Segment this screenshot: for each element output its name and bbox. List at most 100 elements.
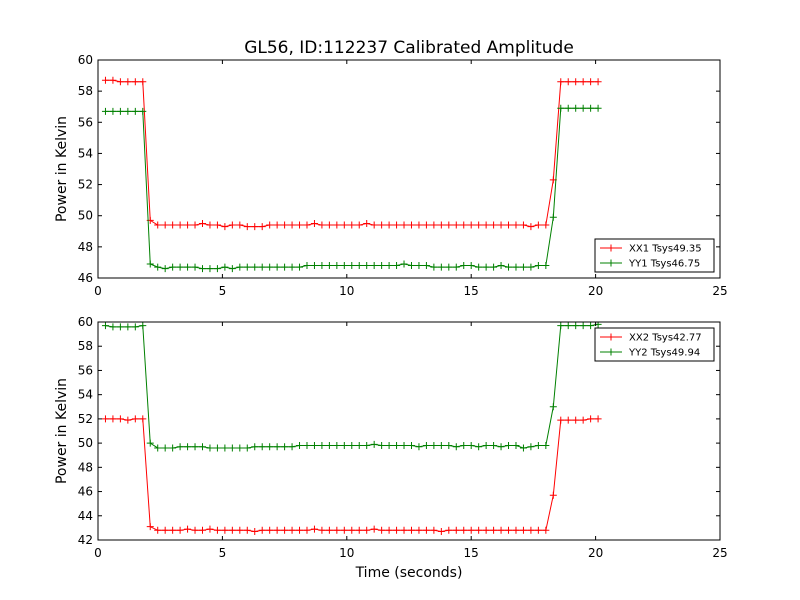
data-point-marker <box>303 221 311 229</box>
data-point-marker <box>534 262 542 270</box>
data-point-marker <box>251 443 259 451</box>
data-point-marker <box>445 221 453 229</box>
data-point-marker <box>519 444 527 452</box>
data-point-marker <box>572 416 580 424</box>
data-point-marker <box>422 262 430 270</box>
data-point-marker <box>355 262 363 270</box>
data-point-marker <box>154 444 162 452</box>
data-point-marker <box>564 322 572 330</box>
data-point-marker <box>415 443 423 451</box>
x-tick-label: 20 <box>588 284 603 298</box>
data-point-marker <box>131 415 139 423</box>
data-point-marker <box>579 416 587 424</box>
data-point-marker <box>445 526 453 534</box>
series-group <box>101 76 602 273</box>
data-point-marker <box>116 78 124 86</box>
data-point-marker <box>393 221 401 229</box>
data-point-marker <box>557 104 565 112</box>
data-point-marker <box>549 213 557 221</box>
data-point-marker <box>519 526 527 534</box>
data-point-marker <box>355 221 363 229</box>
data-point-marker <box>333 526 341 534</box>
data-point-marker <box>198 526 206 534</box>
legend-label: YY2 Tsys49.94 <box>628 348 700 359</box>
data-point-marker <box>281 221 289 229</box>
data-point-marker <box>154 263 162 271</box>
data-point-marker <box>505 526 513 534</box>
data-point-marker <box>467 526 475 534</box>
data-point-marker <box>340 526 348 534</box>
data-point-marker <box>505 442 513 450</box>
data-point-marker <box>228 444 236 452</box>
data-point-marker <box>236 526 244 534</box>
data-point-marker <box>378 262 386 270</box>
data-point-marker <box>534 442 542 450</box>
data-point-marker <box>228 526 236 534</box>
data-point-marker <box>460 526 468 534</box>
data-point-marker <box>497 221 505 229</box>
data-point-marker <box>288 221 296 229</box>
data-point-marker <box>348 442 356 450</box>
y-tick-label: 48 <box>78 460 93 474</box>
x-tick-label: 15 <box>464 284 479 298</box>
axes-frame <box>97 321 721 541</box>
data-point-marker <box>393 442 401 450</box>
data-point-marker <box>534 221 542 229</box>
data-point-marker <box>296 221 304 229</box>
legend-swatch-marker <box>607 259 615 267</box>
data-point-marker <box>430 442 438 450</box>
data-point-marker <box>109 76 117 84</box>
data-point-marker <box>437 263 445 271</box>
data-point-marker <box>512 221 520 229</box>
data-point-marker <box>116 323 124 331</box>
data-point-marker <box>348 526 356 534</box>
data-point-marker <box>325 262 333 270</box>
data-point-marker <box>355 442 363 450</box>
data-point-marker <box>422 442 430 450</box>
data-point-marker <box>340 221 348 229</box>
data-point-marker <box>310 220 318 227</box>
data-point-marker <box>572 78 580 86</box>
data-point-marker <box>176 526 184 534</box>
y-tick-label: 46 <box>78 485 93 499</box>
data-point-marker <box>191 221 199 229</box>
data-point-marker <box>378 442 386 450</box>
data-point-marker <box>370 221 378 229</box>
data-point-marker <box>437 442 445 450</box>
data-point-marker <box>184 263 192 271</box>
data-point-marker <box>116 107 124 115</box>
data-point-marker <box>236 221 244 229</box>
x-tick-label: 0 <box>94 284 102 298</box>
data-point-marker <box>258 443 266 451</box>
data-point-marker <box>116 415 124 423</box>
data-point-marker <box>534 526 542 534</box>
data-point-marker <box>288 526 296 534</box>
data-point-marker <box>475 443 483 451</box>
y-tick-label: 50 <box>78 209 93 223</box>
data-point-marker <box>594 104 602 112</box>
data-point-marker <box>221 223 229 231</box>
data-point-marker <box>385 526 393 534</box>
data-point-marker <box>318 442 326 450</box>
data-point-marker <box>452 526 460 534</box>
data-point-marker <box>430 221 438 229</box>
data-point-marker <box>109 415 117 423</box>
data-point-marker <box>139 322 147 330</box>
data-point-marker <box>527 526 535 534</box>
data-point-marker <box>213 526 221 534</box>
data-point-marker <box>363 526 371 534</box>
legend-swatch-marker <box>607 244 615 252</box>
data-point-marker <box>572 322 580 330</box>
data-point-marker <box>258 223 266 231</box>
data-point-marker <box>363 220 371 227</box>
chart-title: GL56, ID:112237 Calibrated Amplitude <box>244 38 574 58</box>
y-tick-label: 60 <box>78 53 93 67</box>
data-point-marker <box>482 442 490 450</box>
data-point-marker <box>109 323 117 331</box>
data-point-marker <box>340 262 348 270</box>
data-point-marker <box>587 415 595 423</box>
x-tick-label: 5 <box>219 546 227 560</box>
x-tick-label: 25 <box>712 546 727 560</box>
data-point-marker <box>564 78 572 86</box>
data-point-marker <box>266 263 274 271</box>
